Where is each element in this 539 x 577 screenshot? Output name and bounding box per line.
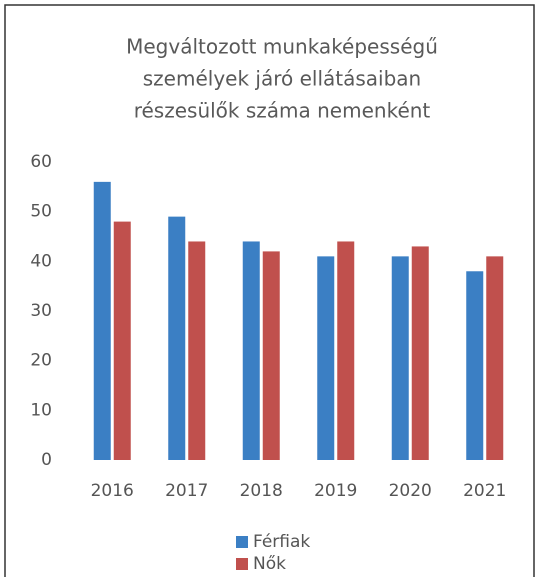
- legend-swatch: [236, 536, 248, 548]
- chart-title: részesülők száma nemenként: [134, 99, 431, 123]
- y-tick-label: 40: [30, 251, 52, 271]
- y-tick-label: 0: [41, 450, 52, 470]
- bar: [242, 241, 260, 460]
- y-tick-label: 60: [30, 152, 52, 172]
- bar: [411, 246, 429, 460]
- x-tick-label: 2018: [240, 481, 283, 501]
- bar: [486, 256, 504, 460]
- x-tick-label: 2021: [463, 481, 506, 501]
- x-tick-label: 2017: [165, 481, 208, 501]
- legend-label: Férfiak: [253, 532, 310, 552]
- x-tick-label: 2020: [389, 481, 432, 501]
- y-tick-label: 10: [30, 400, 52, 420]
- bar: [337, 241, 355, 460]
- bar: [188, 241, 206, 460]
- bar: [113, 221, 131, 460]
- y-tick-label: 50: [30, 202, 52, 222]
- y-tick-label: 20: [30, 351, 52, 371]
- chart-title: Megváltozott munkaképességű: [126, 35, 438, 59]
- bar: [168, 216, 186, 460]
- bar: [391, 256, 409, 460]
- chart-title: személyek járó ellátásaiban: [143, 67, 421, 91]
- legend-label: Nők: [253, 554, 286, 574]
- bar: [466, 271, 484, 460]
- y-tick-label: 30: [30, 301, 52, 321]
- bar: [317, 256, 335, 460]
- bar: [93, 181, 111, 460]
- legend-swatch: [236, 558, 248, 570]
- bar: [262, 251, 280, 460]
- x-tick-label: 2019: [314, 481, 357, 501]
- x-tick-label: 2016: [91, 481, 134, 501]
